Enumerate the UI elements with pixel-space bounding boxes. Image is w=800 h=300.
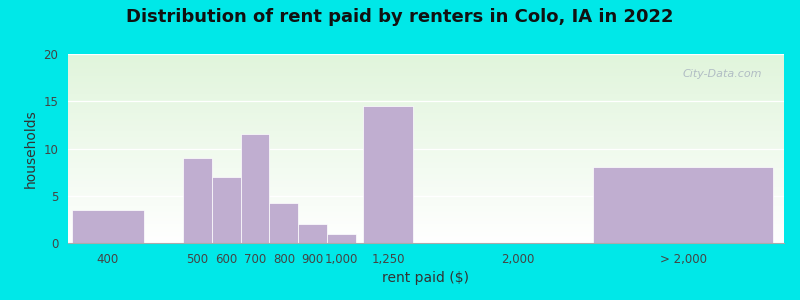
Text: City-Data.com: City-Data.com [683,69,762,79]
Text: Distribution of rent paid by renters in Colo, IA in 2022: Distribution of rent paid by renters in … [126,8,674,26]
Y-axis label: households: households [24,109,38,188]
Bar [71,210,143,243]
Bar [183,158,212,243]
Bar [270,203,298,243]
Bar [298,224,327,243]
Bar [327,233,356,243]
Bar [594,167,774,243]
Bar [212,177,241,243]
Bar [241,134,270,243]
Bar [363,106,414,243]
X-axis label: rent paid ($): rent paid ($) [382,271,470,285]
